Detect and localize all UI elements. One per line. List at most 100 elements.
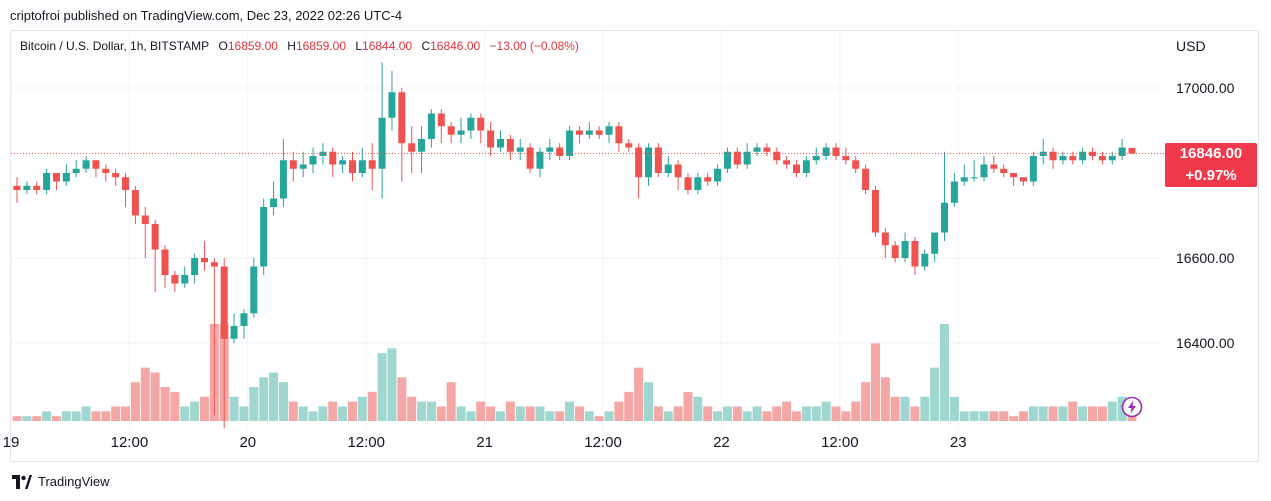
volume-bar (801, 406, 811, 421)
volume-bar (140, 367, 150, 421)
volume-bar (387, 348, 397, 421)
volume-bar (426, 401, 436, 421)
candle-body (1128, 147, 1136, 154)
volume-bar (565, 401, 575, 421)
volume-bar (1058, 406, 1068, 421)
candle-body (822, 147, 830, 156)
volume-bar (515, 406, 525, 421)
volume-bar (811, 406, 821, 421)
candle-body (645, 147, 653, 178)
volume-bar (979, 411, 989, 421)
candle-body (763, 147, 771, 152)
candle-body (990, 164, 998, 169)
volume-bar (663, 411, 673, 421)
candle-body (1079, 151, 1087, 161)
volume-bar (32, 416, 42, 421)
candle-body (191, 258, 199, 275)
candle-body (487, 130, 495, 148)
volume-bar (614, 401, 624, 421)
price-tick-label: 16400.00 (1176, 335, 1235, 351)
candle-body (33, 185, 41, 190)
volume-bar (653, 406, 663, 421)
volume-bar (851, 401, 861, 421)
volume-bar (436, 406, 446, 421)
candle-body (1049, 151, 1057, 161)
volume-bar (338, 406, 348, 421)
volume-bar (890, 396, 900, 421)
volume-bar (357, 396, 367, 421)
volume-bar (940, 324, 950, 421)
last-price-change: +0.97% (1185, 167, 1237, 184)
volume-bar (121, 406, 131, 421)
volume-bar (555, 411, 565, 421)
candle-body (684, 177, 692, 190)
price-tick-label: 16600.00 (1176, 250, 1235, 266)
candle-body (102, 168, 110, 173)
volume-bars (12, 324, 1137, 421)
high-label: H (287, 39, 296, 53)
candle-body (289, 160, 297, 169)
volume-bar (1048, 406, 1058, 421)
brand-name[interactable]: TradingView (38, 474, 110, 489)
volume-bar (397, 377, 407, 421)
volume-bar (762, 411, 772, 421)
volume-bar (930, 367, 940, 421)
volume-bar (170, 391, 180, 421)
volume-bar (574, 406, 584, 421)
candle-body (447, 126, 455, 135)
volume-bar (91, 411, 101, 421)
candle-body (309, 156, 317, 165)
candle-body (526, 147, 534, 169)
volume-bar (308, 411, 318, 421)
candle-body (408, 143, 416, 152)
time-tick-label: 23 (950, 434, 967, 451)
volume-bar (634, 367, 644, 421)
candle-body (161, 249, 169, 275)
last-price-tag: 16846.00 +0.97% (1165, 143, 1257, 187)
grid-lines (10, 31, 1160, 430)
candles (13, 62, 1136, 428)
candle-body (319, 151, 327, 156)
high-value: 16859.00 (295, 39, 346, 53)
volume-bar (949, 396, 959, 421)
volume-bar (318, 406, 328, 421)
footer: TradingView (12, 474, 110, 489)
candle-body (1118, 147, 1126, 156)
candle-body (793, 164, 801, 173)
volume-bar (880, 377, 890, 421)
time-tick-label: 19 (3, 434, 20, 451)
candle-body (151, 224, 159, 250)
candle-body (566, 130, 574, 156)
volume-bar (732, 406, 742, 421)
candle-body (783, 160, 791, 165)
volume-bar (249, 387, 259, 421)
time-axis-labels: 19 12:00 20 12:00 21 12:00 22 12:00 23 (3, 434, 967, 451)
price-tick-label: 17000.00 (1176, 80, 1235, 96)
volume-bar (476, 401, 486, 421)
volume-bar (367, 391, 377, 421)
volume-bar (229, 396, 239, 421)
volume-bar (821, 401, 831, 421)
candle-body (230, 326, 238, 339)
volume-bar (259, 377, 269, 421)
volume-bar (1097, 406, 1107, 421)
currency-label[interactable]: USD (1176, 38, 1206, 54)
candle-body (62, 173, 70, 182)
time-tick-label: 12:00 (584, 434, 622, 451)
candle-body (181, 275, 189, 284)
candle-body (72, 168, 80, 173)
volume-bar (486, 406, 496, 421)
volume-bar (920, 396, 930, 421)
time-tick-label: 12:00 (821, 434, 859, 451)
candle-body (171, 275, 179, 284)
open-label: O (218, 39, 228, 53)
candle-body (1029, 156, 1037, 182)
lightning-bolt-icon[interactable] (1121, 396, 1143, 418)
candle-body (1000, 168, 1008, 173)
volume-bar (870, 343, 880, 421)
volume-bar (1068, 401, 1078, 421)
volume-bar (278, 382, 288, 421)
volume-bar (288, 401, 298, 421)
candle-body (398, 92, 406, 144)
